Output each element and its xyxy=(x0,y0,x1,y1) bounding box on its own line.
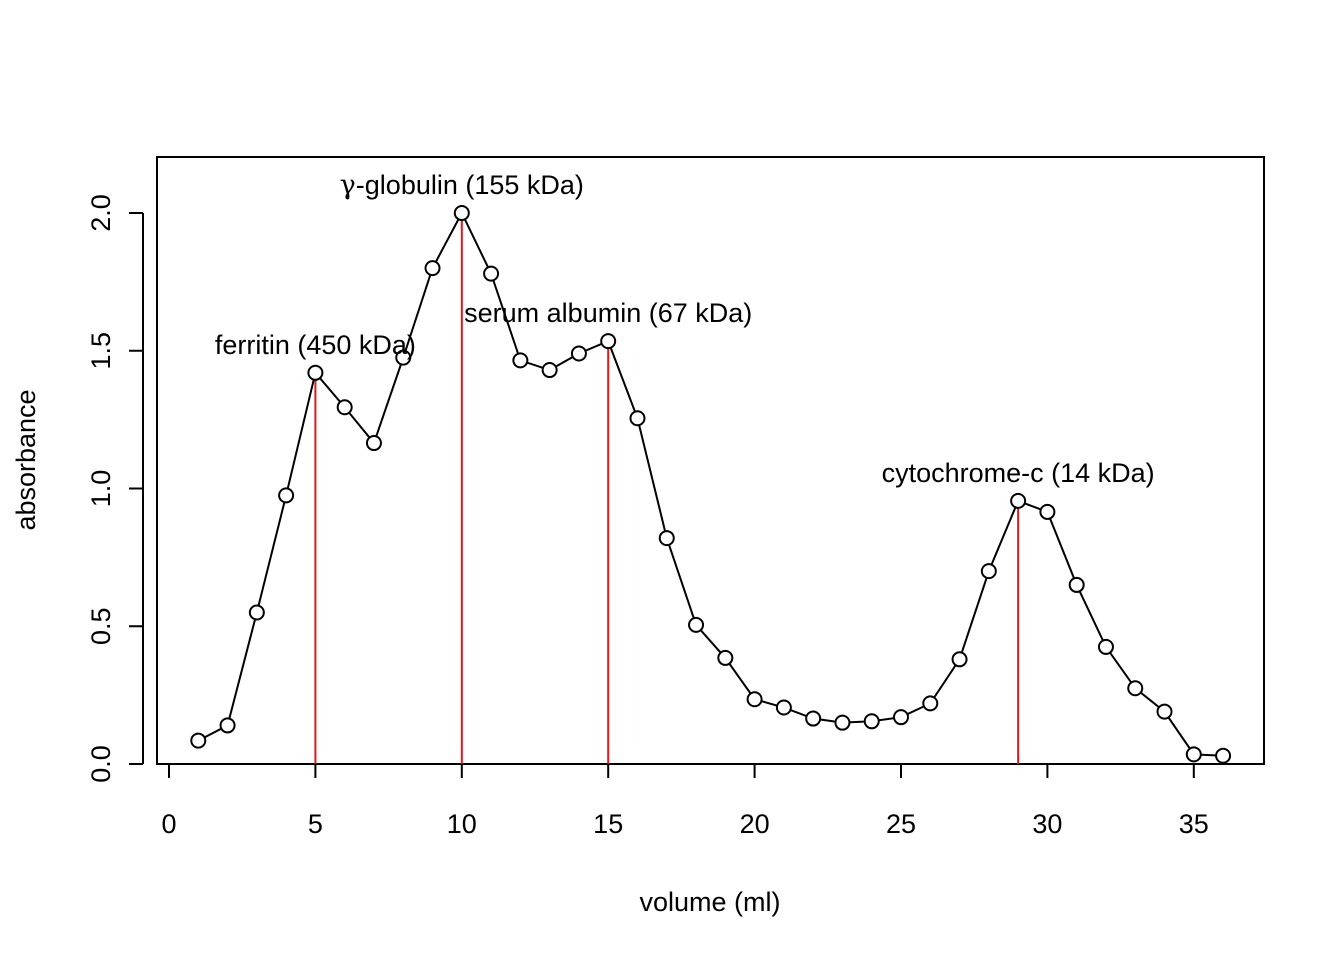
data-point xyxy=(746,691,763,708)
y-tick-label: 0.0 xyxy=(86,745,116,783)
peak-lines xyxy=(314,213,1020,764)
data-point xyxy=(1185,746,1202,763)
data-point xyxy=(893,709,909,726)
y-tick-label: 1.0 xyxy=(86,470,116,508)
data-point xyxy=(629,410,646,427)
peak-label-text: ferritin (450 kDa) xyxy=(215,330,416,360)
data-point xyxy=(1097,638,1114,655)
x-axis-title: volume (ml) xyxy=(639,887,780,917)
data-point xyxy=(1156,703,1173,720)
data-point xyxy=(775,699,792,716)
peak-label: serum albumin (67 kDa) xyxy=(464,298,752,328)
peak-label-prefix: γ xyxy=(340,170,356,201)
data-point xyxy=(658,530,675,547)
data-point xyxy=(1215,747,1232,764)
data-point xyxy=(453,205,470,221)
x-tick-label: 30 xyxy=(1032,809,1062,839)
y-tick-label: 1.5 xyxy=(86,332,116,370)
data-point xyxy=(863,713,880,730)
data-point xyxy=(570,345,587,362)
data-point xyxy=(278,487,295,504)
data-point xyxy=(248,604,265,621)
data-point xyxy=(980,563,997,580)
peak-label-text: -globulin (155 kDa) xyxy=(356,170,584,200)
data-point xyxy=(365,435,382,452)
data-point xyxy=(190,732,207,749)
data-point xyxy=(688,616,705,633)
data-point xyxy=(307,364,324,381)
data-point xyxy=(424,260,441,277)
data-point xyxy=(1127,680,1144,697)
data-point xyxy=(951,651,968,668)
data-point xyxy=(717,649,734,666)
x-tick-label: 20 xyxy=(740,809,770,839)
peak-label-text: serum albumin (67 kDa) xyxy=(464,298,752,328)
data-point xyxy=(483,265,500,282)
x-tick-label: 5 xyxy=(308,809,323,839)
x-tick-label: 15 xyxy=(593,809,623,839)
x-tick-label: 25 xyxy=(886,809,916,839)
x-tick-label: 0 xyxy=(161,809,176,839)
peak-label-text: cytochrome-c (14 kDa) xyxy=(882,458,1155,488)
data-point xyxy=(395,349,412,366)
peak-labels: ferritin (450 kDa) γ-globulin (155 kDa) se… xyxy=(215,170,1155,488)
y-tick-label: 0.5 xyxy=(86,607,116,645)
peak-label: ferritin (450 kDa) xyxy=(215,330,416,360)
y-axis-ticks: 0.0 0.5 1.0 1.5 2.0 xyxy=(86,194,143,783)
data-point xyxy=(219,717,236,734)
y-tick-label: 2.0 xyxy=(86,194,116,232)
data-point xyxy=(1010,492,1027,509)
x-axis-ticks: 0 5 10 15 20 25 30 35 xyxy=(161,764,1209,839)
data-point xyxy=(600,333,617,350)
x-tick-label: 35 xyxy=(1179,809,1209,839)
data-point xyxy=(1068,576,1085,593)
peak-label: γ-globulin (155 kDa) xyxy=(340,170,584,201)
data-point xyxy=(834,714,851,731)
data-points xyxy=(190,205,1232,764)
data-point xyxy=(805,710,822,727)
data-point xyxy=(1039,503,1056,520)
data-point xyxy=(336,399,353,416)
data-point xyxy=(922,695,939,712)
data-point xyxy=(512,352,529,369)
x-tick-label: 10 xyxy=(447,809,477,839)
y-axis-title: absorbance xyxy=(11,389,41,530)
peak-label: cytochrome-c (14 kDa) xyxy=(882,458,1155,488)
data-point xyxy=(541,362,558,379)
